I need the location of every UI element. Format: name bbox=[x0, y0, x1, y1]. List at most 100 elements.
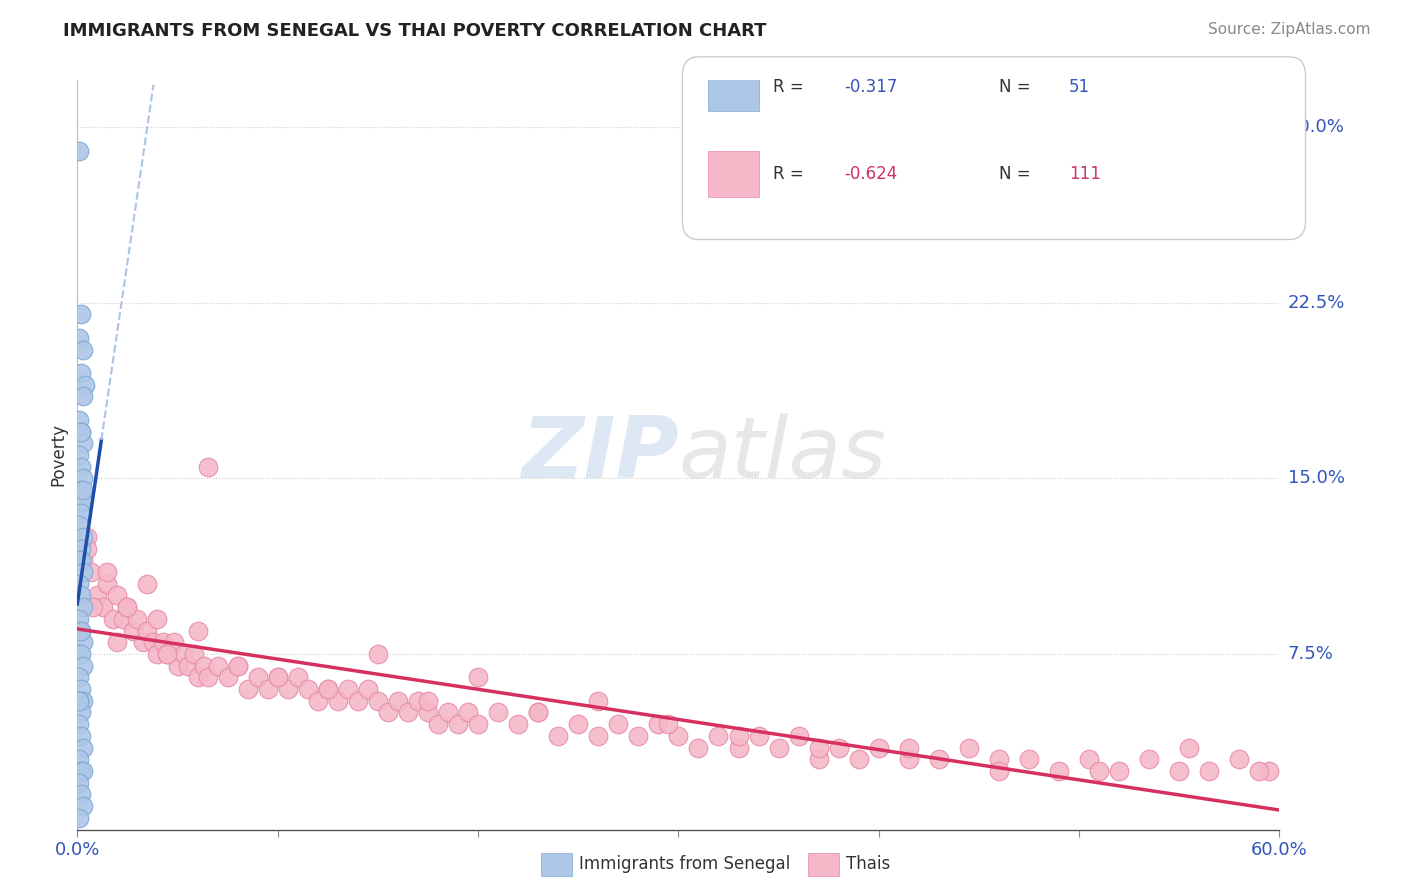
Point bbox=[367, 694, 389, 708]
Point bbox=[416, 694, 439, 708]
Point bbox=[657, 717, 679, 731]
Text: Thais: Thais bbox=[846, 855, 890, 873]
Point bbox=[103, 612, 125, 626]
Point bbox=[67, 811, 90, 825]
Point bbox=[807, 752, 830, 766]
Point bbox=[107, 589, 129, 603]
Point bbox=[988, 764, 1011, 778]
Point bbox=[217, 670, 239, 684]
Point bbox=[117, 600, 139, 615]
Point bbox=[316, 682, 339, 697]
Point bbox=[627, 729, 650, 743]
Point bbox=[1137, 752, 1160, 766]
Point bbox=[70, 425, 93, 439]
Point bbox=[162, 635, 184, 649]
Point bbox=[67, 612, 90, 626]
Point bbox=[67, 776, 90, 790]
Point bbox=[267, 670, 290, 684]
Point bbox=[236, 682, 259, 697]
Point bbox=[70, 624, 93, 638]
Point bbox=[326, 694, 349, 708]
Point bbox=[176, 658, 198, 673]
Point bbox=[67, 694, 90, 708]
Point bbox=[72, 343, 94, 357]
Point bbox=[787, 729, 810, 743]
Point bbox=[1088, 764, 1111, 778]
Point bbox=[70, 624, 93, 638]
Point bbox=[67, 331, 90, 345]
Point bbox=[197, 459, 219, 474]
Point bbox=[897, 740, 920, 755]
Point bbox=[186, 670, 209, 684]
Point bbox=[377, 706, 399, 720]
Point bbox=[72, 658, 94, 673]
Point bbox=[67, 494, 90, 508]
Point bbox=[132, 635, 155, 649]
Bar bbox=[709, 64, 759, 111]
Point bbox=[136, 576, 159, 591]
Point bbox=[156, 647, 179, 661]
Point bbox=[72, 530, 94, 544]
Point bbox=[117, 600, 139, 615]
Point bbox=[527, 706, 550, 720]
Point bbox=[142, 635, 165, 649]
Point bbox=[547, 729, 569, 743]
Point bbox=[67, 448, 90, 462]
Point bbox=[396, 706, 419, 720]
Text: -0.624: -0.624 bbox=[845, 165, 898, 183]
Text: IMMIGRANTS FROM SENEGAL VS THAI POVERTY CORRELATION CHART: IMMIGRANTS FROM SENEGAL VS THAI POVERTY … bbox=[63, 22, 766, 40]
Point bbox=[67, 576, 90, 591]
Text: ZIP: ZIP bbox=[520, 413, 679, 497]
Point bbox=[1249, 764, 1271, 778]
Point bbox=[67, 694, 90, 708]
Point bbox=[96, 576, 118, 591]
FancyBboxPatch shape bbox=[682, 57, 1306, 239]
Text: 22.5%: 22.5% bbox=[1288, 293, 1346, 311]
Point bbox=[72, 764, 94, 778]
Point bbox=[897, 752, 920, 766]
Point bbox=[156, 647, 179, 661]
Point bbox=[122, 624, 145, 638]
Point bbox=[70, 366, 93, 380]
Point bbox=[416, 706, 439, 720]
Point bbox=[226, 658, 249, 673]
Point bbox=[72, 635, 94, 649]
Point bbox=[70, 589, 93, 603]
Point bbox=[277, 682, 299, 697]
Point bbox=[186, 624, 209, 638]
Point bbox=[246, 670, 269, 684]
Point bbox=[316, 682, 339, 697]
Point bbox=[72, 565, 94, 579]
Point bbox=[136, 624, 159, 638]
Bar bbox=[709, 151, 759, 197]
Point bbox=[146, 612, 169, 626]
Point bbox=[70, 507, 93, 521]
Point bbox=[72, 483, 94, 497]
Point bbox=[1178, 740, 1201, 755]
Point bbox=[427, 717, 450, 731]
Point bbox=[146, 647, 169, 661]
Point bbox=[107, 635, 129, 649]
Point bbox=[1078, 752, 1101, 766]
Point bbox=[67, 670, 90, 684]
Point bbox=[467, 670, 489, 684]
Point bbox=[80, 565, 103, 579]
Point bbox=[928, 752, 950, 766]
Point bbox=[588, 729, 610, 743]
Point bbox=[70, 647, 93, 661]
Point bbox=[1198, 764, 1220, 778]
Point bbox=[207, 658, 229, 673]
Point bbox=[457, 706, 479, 720]
Point bbox=[70, 788, 93, 802]
Point bbox=[72, 494, 94, 508]
Point bbox=[67, 144, 90, 158]
Point bbox=[668, 729, 690, 743]
Point bbox=[727, 740, 749, 755]
Point bbox=[437, 706, 460, 720]
Point bbox=[197, 670, 219, 684]
Point bbox=[152, 635, 174, 649]
Point bbox=[70, 553, 93, 567]
Point bbox=[287, 670, 309, 684]
Point bbox=[127, 612, 149, 626]
Point bbox=[357, 682, 380, 697]
